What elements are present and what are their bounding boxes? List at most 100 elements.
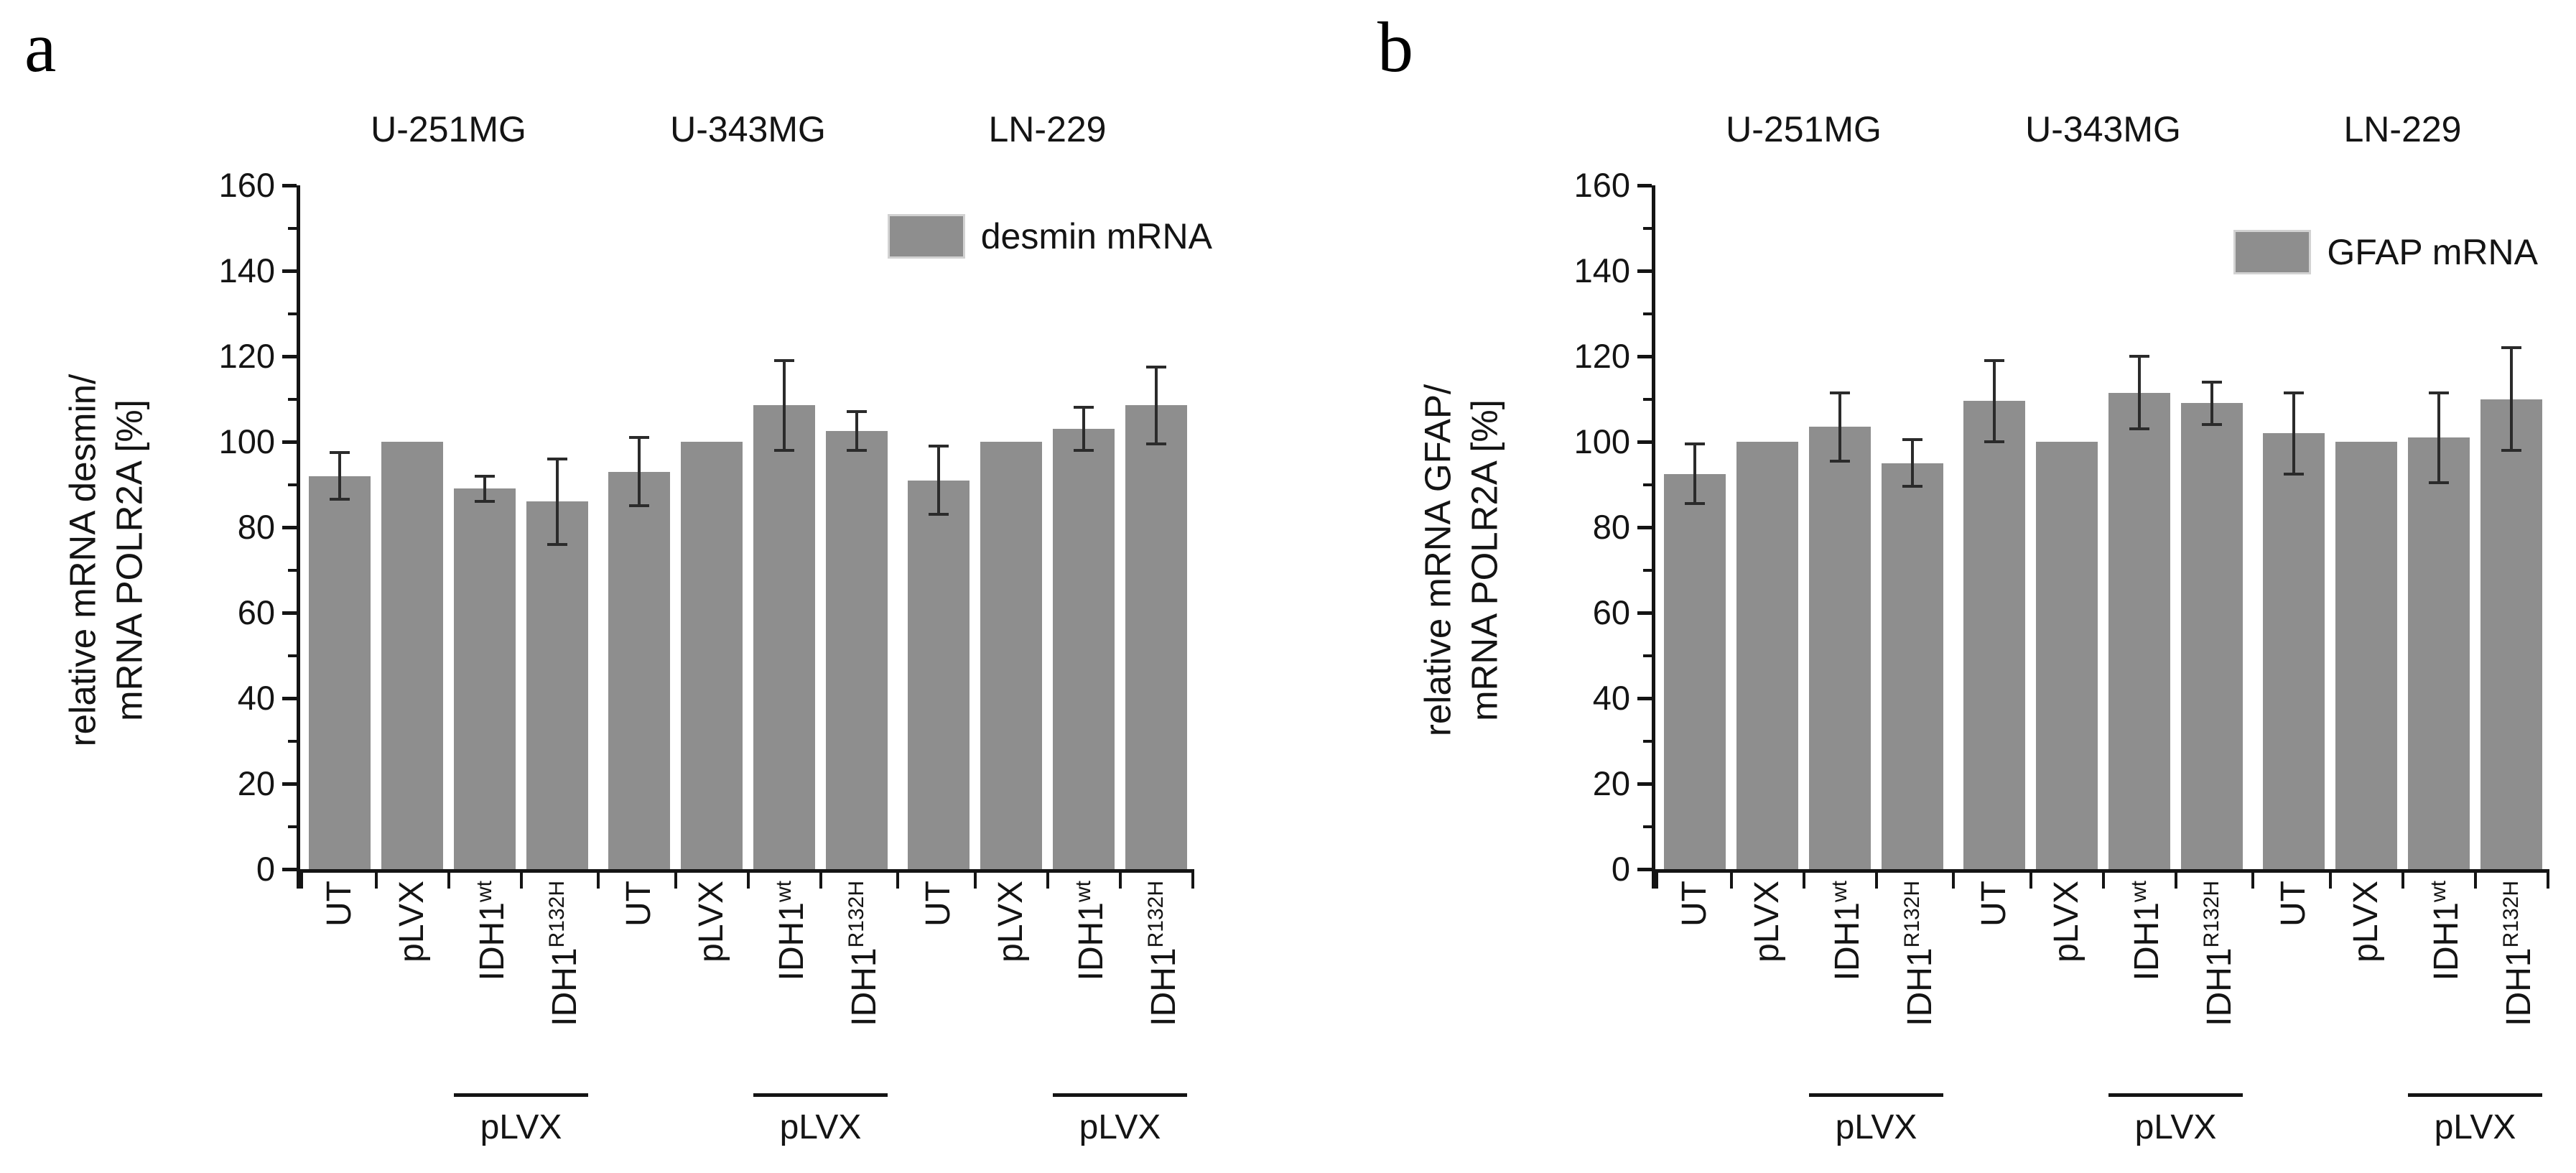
y-axis-extension bbox=[1652, 873, 1655, 889]
group-title-u-251mg: U-251MG bbox=[371, 109, 526, 149]
x-axis-tick bbox=[1802, 873, 1805, 889]
error-bar-cap-top bbox=[2202, 380, 2222, 384]
y-axis-minor-tick bbox=[1643, 568, 1652, 572]
error-bar-cap-bottom bbox=[2202, 423, 2222, 427]
y-axis-tick-label: 80 bbox=[1592, 508, 1630, 546]
x-axis-tick bbox=[746, 873, 750, 889]
y-axis-tick-label: 40 bbox=[237, 679, 275, 717]
x-axis-category-label-sup: wt bbox=[473, 881, 496, 902]
error-bar-cap-top bbox=[1685, 442, 1705, 445]
y-axis-tick-label: 20 bbox=[1592, 764, 1630, 802]
y-axis-extension bbox=[297, 873, 300, 889]
y-axis-minor-tick bbox=[288, 397, 297, 401]
y-axis-major-tick bbox=[1637, 526, 1652, 529]
error-bar bbox=[2437, 392, 2440, 483]
y-axis-minor-tick bbox=[1643, 654, 1652, 657]
y-axis-title-a-line2: mRNA POLR2A [%] bbox=[109, 399, 150, 721]
x-axis-category-label-text: UT bbox=[620, 881, 658, 927]
plvx-bracket-label: pLVX bbox=[2134, 1108, 2217, 1146]
plvx-bracket bbox=[2408, 1093, 2542, 1097]
error-bar bbox=[1155, 366, 1158, 444]
y-axis-major-tick bbox=[282, 868, 297, 871]
legend-swatch-desmin-mrna bbox=[887, 214, 965, 259]
error-bar bbox=[855, 412, 858, 450]
x-axis-category-label-text: IDH1R132H bbox=[845, 881, 883, 1026]
plvx-bracket bbox=[454, 1093, 588, 1097]
error-bar bbox=[2210, 381, 2213, 425]
x-axis-tick bbox=[2401, 873, 2404, 889]
x-axis-tick bbox=[1952, 873, 1955, 889]
y-axis-major-tick bbox=[1637, 782, 1652, 786]
group-title-u-343mg: U-343MG bbox=[670, 109, 826, 149]
x-axis-tick bbox=[2547, 873, 2549, 889]
bar-ln-229-idh1wt bbox=[1053, 429, 1115, 869]
error-bar bbox=[638, 437, 641, 506]
plvx-bracket-label: pLVX bbox=[779, 1108, 862, 1146]
y-axis-tick-label: 100 bbox=[1573, 422, 1630, 460]
error-bar bbox=[2292, 392, 2295, 474]
plvx-bracket bbox=[2108, 1093, 2243, 1097]
error-bar bbox=[1838, 392, 1841, 461]
y-axis-title-a-line1: relative mRNA desmin/ bbox=[62, 374, 103, 747]
x-axis-category-label-text: IDH1R132H bbox=[545, 881, 584, 1026]
y-axis-minor-tick bbox=[288, 312, 297, 315]
error-bar-cap-bottom bbox=[1830, 459, 1850, 463]
legend-label-desmin-mrna: desmin mRNA bbox=[980, 216, 1212, 256]
x-axis-tick bbox=[1874, 873, 1878, 889]
y-axis-major-tick bbox=[282, 269, 297, 273]
error-bar bbox=[2510, 348, 2513, 450]
x-axis-tick bbox=[300, 873, 303, 889]
bar-u-251mg-idh1wt bbox=[454, 488, 516, 869]
plvx-bracket-label: pLVX bbox=[1079, 1108, 1161, 1146]
x-axis-tick bbox=[1655, 873, 1658, 889]
bar-u-343mg-idh1r132h bbox=[826, 431, 888, 869]
x-axis-category-label-sup: R132H bbox=[2200, 881, 2223, 948]
x-axis-category-label-sup: R132H bbox=[2499, 881, 2523, 948]
y-axis-tick-label: 160 bbox=[1573, 166, 1630, 204]
y-axis-minor-tick bbox=[288, 568, 297, 572]
error-bar-cap-top bbox=[847, 410, 867, 414]
x-axis-tick bbox=[1118, 873, 1122, 889]
error-bar-cap-bottom bbox=[2429, 481, 2449, 484]
y-axis-tick-label: 20 bbox=[237, 764, 275, 802]
x-axis-category-label-sup: wt bbox=[772, 881, 796, 902]
x-axis-category-label-text: pLVX bbox=[393, 881, 431, 963]
error-bar bbox=[937, 445, 940, 515]
x-axis-category-label-text: pLVX bbox=[992, 881, 1030, 963]
y-axis-tick-label: 0 bbox=[256, 850, 275, 888]
y-axis-minor-tick bbox=[288, 654, 297, 657]
y-axis-major-tick bbox=[1637, 440, 1652, 444]
x-axis-category-label-text: IDH1wt bbox=[473, 881, 511, 981]
error-bar-cap-bottom bbox=[2129, 427, 2149, 431]
y-axis-minor-tick bbox=[288, 483, 297, 486]
x-axis-category-label-text: pLVX bbox=[1748, 881, 1786, 963]
legend-label-gfap-mrna: GFAP mRNA bbox=[2327, 232, 2538, 272]
bar-u-343mg-plvx bbox=[681, 442, 743, 869]
x-axis-category-label-text: UT bbox=[1975, 881, 2013, 927]
bar-u-343mg-ut bbox=[1963, 401, 2025, 869]
error-bar bbox=[1082, 407, 1085, 450]
x-axis-category-label-text: pLVX bbox=[2347, 881, 2385, 963]
plvx-bracket bbox=[753, 1093, 888, 1097]
x-axis-tick bbox=[2251, 873, 2254, 889]
error-bar bbox=[483, 476, 486, 502]
x-axis-category-label-text: IDH1wt bbox=[2427, 881, 2465, 981]
error-bar-cap-bottom bbox=[1902, 485, 1922, 488]
y-axis-major-tick bbox=[282, 611, 297, 615]
x-axis-category-label-sup: wt bbox=[2427, 881, 2450, 902]
x-axis-tick bbox=[2328, 873, 2332, 889]
x-axis-category-label-sup: R132H bbox=[545, 881, 569, 948]
group-title-ln-229: LN-229 bbox=[988, 109, 1107, 149]
y-axis-tick-label: 80 bbox=[237, 508, 275, 546]
plvx-bracket-label: pLVX bbox=[1835, 1108, 1917, 1146]
error-bar-cap-bottom bbox=[2284, 472, 2304, 476]
x-axis-category-label-text: IDH1R132H bbox=[2499, 881, 2538, 1026]
bar-u-251mg-plvx bbox=[1736, 442, 1798, 869]
y-axis-title-b-line1: relative mRNA GFAP/ bbox=[1417, 384, 1459, 737]
bar-ln-229-idh1wt bbox=[2408, 437, 2470, 869]
x-axis-category-label-sup: wt bbox=[1071, 881, 1095, 902]
y-axis-tick-label: 60 bbox=[1592, 593, 1630, 631]
error-bar-cap-top bbox=[2429, 391, 2449, 394]
error-bar-cap-bottom bbox=[2501, 448, 2521, 452]
bar-u-251mg-idh1r132h bbox=[1882, 463, 1943, 869]
